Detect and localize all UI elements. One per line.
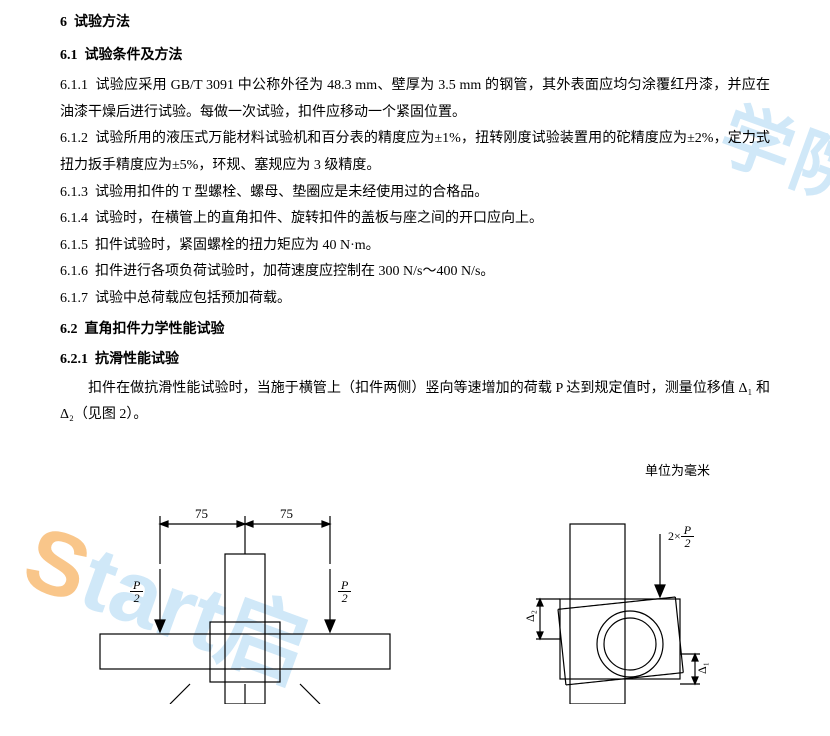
item-6-1-4: 6.1.4 试验时，在横管上的直角扣件、旋转扣件的盖板与座之间的开口应向上。 <box>60 206 770 233</box>
section-6-1-heading: 6.1 试验条件及方法 <box>60 43 770 70</box>
item-num: 6.1.5 <box>60 238 88 253</box>
section-num: 6 <box>60 15 67 30</box>
subsection-num: 6.1 <box>60 48 78 63</box>
frac-denom: 2 <box>339 592 351 604</box>
load-fraction-left: P 2 <box>130 579 143 604</box>
item-text: 扣件进行各项负荷试验时，加荷速度应控制在 300 N/s～400 N/s。 <box>95 264 494 279</box>
unit-label: 单位为毫米 <box>60 459 710 484</box>
item-text: 试验时，在横管上的直角扣件、旋转扣件的盖板与座之间的开口应向上。 <box>95 211 543 226</box>
item-6-1-5: 6.1.5 扣件试验时，紧固螺栓的扭力矩应为 40 N·m。 <box>60 233 770 260</box>
subsubsection-title: 抗滑性能试验 <box>95 352 179 367</box>
document-body: 6 试验方法 6.1 试验条件及方法 6.1.1 试验应采用 GB/T 3091… <box>60 10 770 704</box>
figure-2: 2× P 2 Δ₂ Δ₁ <box>500 494 760 704</box>
figures-row: 75 75 P 2 P 2 <box>60 494 770 704</box>
item-num: 6.1.6 <box>60 264 88 279</box>
item-num: 6.1.3 <box>60 185 88 200</box>
item-6-1-6: 6.1.6 扣件进行各项负荷试验时，加荷速度应控制在 300 N/s～400 N… <box>60 259 770 286</box>
subsection-num: 6.2 <box>60 322 78 337</box>
item-text: 试验用扣件的 T 型螺栓、螺母、垫圈应是未经使用过的合格品。 <box>95 185 488 200</box>
figure-1-svg: 75 75 P 2 P 2 <box>70 494 420 704</box>
item-num: 6.1.4 <box>60 211 88 226</box>
item-6-1-3: 6.1.3 试验用扣件的 T 型螺栓、螺母、垫圈应是未经使用过的合格品。 <box>60 180 770 207</box>
item-text: 试验中总荷载应包括预加荷载。 <box>95 291 291 306</box>
dim-75-left: 75 <box>195 506 208 521</box>
item-num: 6.1.2 <box>60 131 88 146</box>
item-num: 6.1.7 <box>60 291 88 306</box>
section-6-2-1-heading: 6.2.1 抗滑性能试验 <box>60 347 770 374</box>
frac-denom: 2 <box>131 592 143 604</box>
load-fraction: P 2 <box>681 524 694 549</box>
para-6-2-1: 扣件在做抗滑性能试验时，当施于横管上（扣件两侧）竖向等速增加的荷载 P 达到规定… <box>60 376 770 429</box>
dim-75-right: 75 <box>280 506 293 521</box>
item-6-1-2: 6.1.2 试验所用的液压式万能材料试验机和百分表的精度应为±1%，扭转刚度试验… <box>60 126 770 179</box>
item-text: 扣件试验时，紧固螺栓的扭力矩应为 40 N·m。 <box>95 238 380 253</box>
delta-2-label: Δ₂ <box>523 610 537 622</box>
item-text: 试验应采用 GB/T 3091 中公称外径为 48.3 mm、壁厚为 3.5 m… <box>60 78 770 120</box>
subsection-title: 试验条件及方法 <box>85 48 183 63</box>
figure-1: 75 75 P 2 P 2 <box>70 494 420 704</box>
load-fraction-right: P 2 <box>338 579 351 604</box>
section-6-2-heading: 6.2 直角扣件力学性能试验 <box>60 317 770 344</box>
subsubsection-num: 6.2.1 <box>60 352 88 367</box>
subsection-title: 直角扣件力学性能试验 <box>85 322 225 337</box>
section-6-heading: 6 试验方法 <box>60 10 770 37</box>
load-label: 2× P 2 <box>668 524 694 549</box>
frac-denom: 2 <box>681 537 693 549</box>
figure-2-svg: 2× P 2 Δ₂ Δ₁ <box>500 494 760 704</box>
delta-1-label: Δ₁ <box>695 662 709 674</box>
section-title: 试验方法 <box>74 15 130 30</box>
item-6-1-7: 6.1.7 试验中总荷载应包括预加荷载。 <box>60 286 770 313</box>
item-text: 试验所用的液压式万能材料试验机和百分表的精度应为±1%，扭转刚度试验装置用的砣精… <box>60 131 770 173</box>
item-num: 6.1.1 <box>60 78 88 93</box>
item-6-1-1: 6.1.1 试验应采用 GB/T 3091 中公称外径为 48.3 mm、壁厚为… <box>60 73 770 126</box>
load-prefix: 2× <box>668 525 681 548</box>
